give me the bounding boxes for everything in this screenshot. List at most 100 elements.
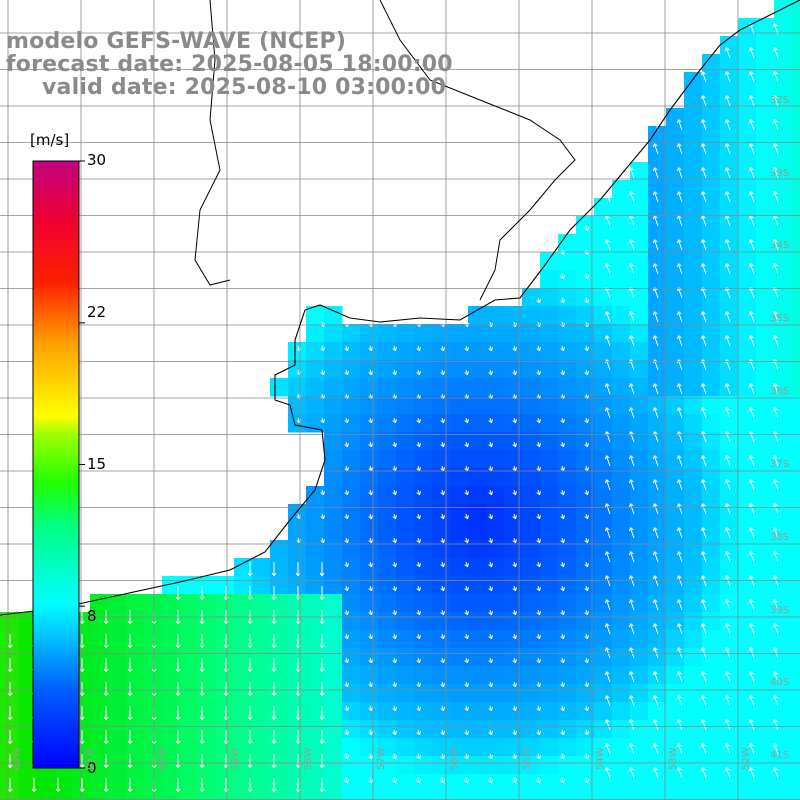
field-cell [252,558,271,577]
field-cell [504,324,523,343]
wind-arrow [629,383,635,395]
field-cell [792,576,800,595]
forecast-date: forecast date: 2025-08-05 18:00:00 [6,52,453,77]
field-cell [648,450,667,469]
wind-arrow [701,431,707,443]
field-cell [18,630,37,649]
field-cell [270,630,289,649]
field-cell [630,306,649,325]
field-cell [468,486,487,505]
field-cell [576,594,595,613]
field-cell [234,630,253,649]
wind-arrow [773,479,779,491]
field-cell [468,630,487,649]
field-cell [468,738,487,757]
field-cell [468,306,487,325]
field-cell [702,558,721,577]
field-cell [522,612,541,631]
field-cell [252,612,271,631]
field-cell [108,630,127,649]
wind-arrow [773,71,779,83]
field-cell [396,558,415,577]
field-cell [720,342,739,361]
field-cell [252,684,271,703]
field-cell [540,648,559,667]
field-cell [468,576,487,595]
field-cell [522,720,541,739]
wind-arrow [725,599,731,611]
field-cell [774,162,793,181]
field-cell [216,684,235,703]
wind-arrow [605,695,611,707]
field-cell [90,648,109,667]
field-cell [612,360,631,379]
field-cell [504,702,523,721]
field-cell [648,468,667,487]
field-cell [756,792,775,800]
wind-arrow [653,287,659,299]
wind-arrow [653,551,659,563]
field-cell [612,792,631,800]
field-cell [738,756,757,775]
field-cell [576,486,595,505]
field-cell [630,342,649,361]
field-cell [108,774,127,793]
field-cell [792,162,800,181]
field-cell [792,432,800,451]
field-cell [666,108,685,127]
field-cell [576,234,595,253]
field-cell [504,756,523,775]
lat-label: 36S [770,386,790,397]
field-cell [702,396,721,415]
field-cell [666,666,685,685]
colorbar-gradient [32,160,80,769]
field-cell [504,306,523,325]
field-cell [540,432,559,451]
wind-arrow [773,407,779,419]
field-cell [324,684,343,703]
wind-arrow [701,263,707,275]
field-cell [252,576,271,595]
wind-arrow [749,263,755,275]
field-cell [486,306,505,325]
field-cell [630,522,649,541]
field-cell [54,774,73,793]
field-cell [198,720,217,739]
field-cell [612,648,631,667]
field-cell [612,558,631,577]
field-cell [684,648,703,667]
field-cell [702,126,721,145]
wind-arrow [653,503,659,515]
field-cell [450,396,469,415]
field-cell [324,306,343,325]
wind-arrow [677,647,683,659]
wind-arrow [629,311,635,323]
wind-arrow [749,47,755,59]
field-cell [792,738,800,757]
field-cell [378,774,397,793]
field-cell [792,486,800,505]
field-cell [756,432,775,451]
field-cell [342,576,361,595]
field-cell [432,684,451,703]
field-cell [738,54,757,73]
field-cell [612,252,631,271]
field-cell [774,306,793,325]
field-cell [792,540,800,559]
field-cell [612,486,631,505]
field-cell [612,756,631,775]
field-cell [720,522,739,541]
field-cell [792,522,800,541]
field-cell [756,54,775,73]
field-cell [252,720,271,739]
field-cell [720,252,739,271]
field-cell [486,594,505,613]
field-cell [702,738,721,757]
field-cell [576,720,595,739]
field-cell [738,684,757,703]
field-cell [774,144,793,163]
field-cell [432,486,451,505]
field-cell [522,540,541,559]
field-cell [774,126,793,145]
colorbar-tick-8: 8 [87,607,97,625]
